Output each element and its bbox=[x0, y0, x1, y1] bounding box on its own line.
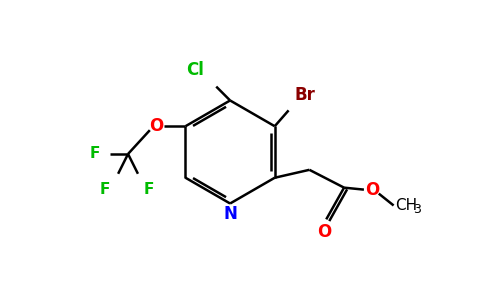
Text: N: N bbox=[223, 206, 237, 224]
Text: F: F bbox=[100, 182, 110, 197]
Text: O: O bbox=[317, 223, 332, 241]
Text: O: O bbox=[365, 181, 379, 199]
Text: 3: 3 bbox=[413, 203, 421, 216]
Text: F: F bbox=[144, 182, 154, 197]
Text: O: O bbox=[149, 117, 163, 135]
Text: Br: Br bbox=[295, 86, 316, 104]
Text: F: F bbox=[90, 146, 100, 161]
Text: Cl: Cl bbox=[186, 61, 204, 79]
Text: CH: CH bbox=[395, 198, 418, 213]
